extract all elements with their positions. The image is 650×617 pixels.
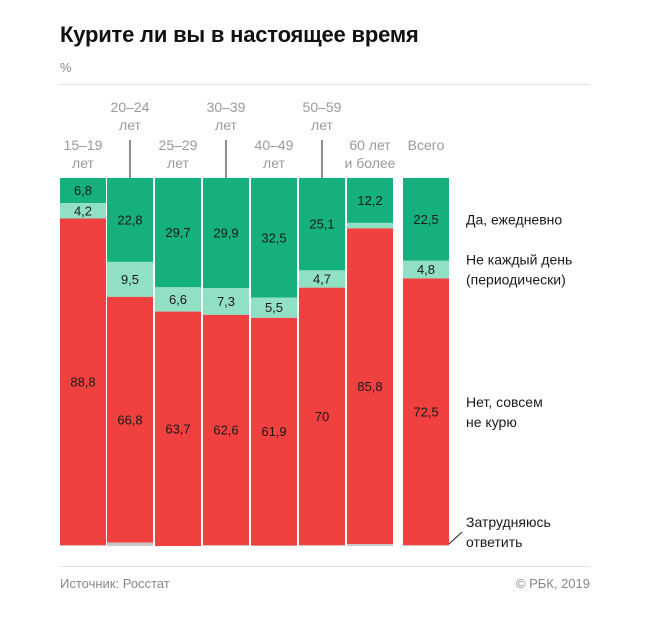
data-label-daily-6: 12,2 xyxy=(357,193,382,208)
legend-no-line-1: не курю xyxy=(466,414,517,430)
bar-daily-6 xyxy=(347,178,393,223)
column-label-4-line-0: 40–49 xyxy=(255,137,294,153)
bar-no-2 xyxy=(155,311,201,546)
bar-no-7 xyxy=(403,278,449,546)
bar-daily-4 xyxy=(251,178,297,298)
bar-periodic-3 xyxy=(203,288,249,315)
bar-no-1 xyxy=(107,296,153,543)
bar-daily-7 xyxy=(403,178,449,261)
column-label-7-line-0: Всего xyxy=(408,137,445,153)
source-note: Источник: Росстат xyxy=(60,576,170,591)
bar-no-6 xyxy=(347,228,393,545)
bar-no-5 xyxy=(299,287,345,546)
data-label-daily-4: 32,5 xyxy=(261,230,286,245)
data-label-no-7: 72,5 xyxy=(413,404,438,419)
data-label-no-2: 63,7 xyxy=(165,421,190,436)
data-label-no-0: 88,8 xyxy=(70,374,95,389)
bar-periodic-5 xyxy=(299,270,345,288)
bar-unsure-7 xyxy=(403,545,449,546)
data-label-periodic-3: 7,3 xyxy=(217,294,235,309)
data-label-periodic-4: 5,5 xyxy=(265,300,283,315)
bar-no-3 xyxy=(203,314,249,546)
data-label-periodic-5: 4,7 xyxy=(313,272,331,287)
bar-periodic-7 xyxy=(403,260,449,279)
column-label-4-line-1: лет xyxy=(263,155,285,171)
bar-unsure-6 xyxy=(347,544,393,546)
bar-daily-5 xyxy=(299,178,345,271)
data-label-periodic-7: 4,8 xyxy=(417,262,435,277)
copyright-note: © РБК, 2019 xyxy=(515,576,590,591)
bar-periodic-2 xyxy=(155,287,201,312)
column-label-6-line-0: 60 лет xyxy=(349,137,391,153)
data-label-daily-1: 22,8 xyxy=(117,212,142,227)
data-label-daily-5: 25,1 xyxy=(309,217,334,232)
data-label-no-5: 70 xyxy=(315,409,329,424)
bar-daily-3 xyxy=(203,178,249,289)
data-label-periodic-0: 4,2 xyxy=(74,203,92,218)
chart-title: Курите ли вы в настоящее время xyxy=(60,22,419,47)
bar-unsure-5 xyxy=(299,545,345,546)
bar-unsure-3 xyxy=(203,545,249,546)
data-label-daily-3: 29,9 xyxy=(213,226,238,241)
bar-periodic-1 xyxy=(107,261,153,297)
column-label-2-line-0: 25–29 xyxy=(159,137,198,153)
bar-periodic-0 xyxy=(60,203,106,219)
bar-unsure-0 xyxy=(60,545,106,546)
bar-daily-2 xyxy=(155,178,201,288)
column-label-3-line-1: лет xyxy=(215,117,237,133)
unit-label: % xyxy=(60,60,72,75)
bar-unsure-1 xyxy=(107,542,153,546)
legend-unsure-line-0: Затрудняюсь xyxy=(466,514,551,530)
legend-unsure-pointer xyxy=(448,531,463,545)
bar-daily-0 xyxy=(60,178,106,204)
data-label-no-1: 66,8 xyxy=(117,412,142,427)
legend-periodic-line-1: (периодически) xyxy=(466,272,566,288)
bar-periodic-4 xyxy=(251,297,297,318)
column-label-5-line-1: лет xyxy=(311,117,333,133)
data-label-no-4: 61,9 xyxy=(261,424,286,439)
divider-bottom xyxy=(60,566,590,567)
legend-no-line-0: Нет, совсем xyxy=(466,394,543,410)
legend-daily-line-0: Да, ежедневно xyxy=(466,211,562,227)
column-label-0-line-0: 15–19 xyxy=(64,137,103,153)
column-label-1-line-0: 20–24 xyxy=(111,99,150,115)
column-label-1-line-1: лет xyxy=(119,117,141,133)
data-label-daily-7: 22,5 xyxy=(413,212,438,227)
divider-top xyxy=(60,84,590,85)
data-label-no-3: 62,6 xyxy=(213,423,238,438)
column-label-3-line-0: 30–39 xyxy=(207,99,246,115)
column-label-6-line-1: и более xyxy=(345,155,396,171)
data-label-no-6: 85,8 xyxy=(357,379,382,394)
column-label-2-line-1: лет xyxy=(167,155,189,171)
bar-no-4 xyxy=(251,317,297,546)
legend-unsure-line-1: ответить xyxy=(466,534,522,550)
bar-no-0 xyxy=(60,218,106,546)
data-label-periodic-1: 9,5 xyxy=(121,272,139,287)
legend-periodic-line-0: Не каждый день xyxy=(466,252,572,268)
data-label-daily-2: 29,7 xyxy=(165,225,190,240)
column-label-5-line-0: 50–59 xyxy=(303,99,342,115)
data-label-daily-0: 6,8 xyxy=(74,183,92,198)
bar-periodic-6 xyxy=(347,222,393,229)
bar-daily-1 xyxy=(107,178,153,262)
column-label-0-line-1: лет xyxy=(72,155,94,171)
data-label-periodic-2: 6,6 xyxy=(169,292,187,307)
